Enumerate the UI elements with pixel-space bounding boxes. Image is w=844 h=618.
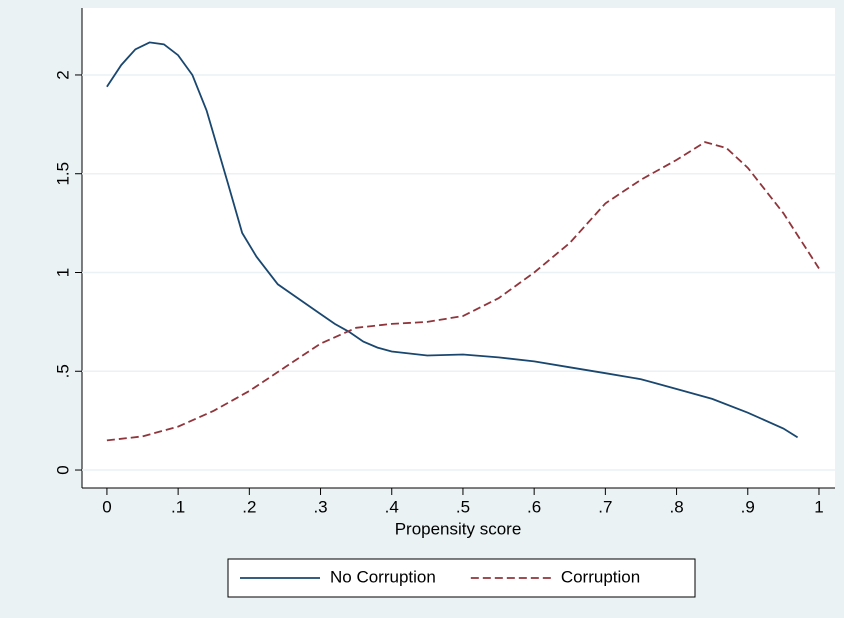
y-tick-label: 0: [53, 465, 72, 474]
x-axis-title: Propensity score: [395, 519, 522, 538]
x-tick-label: .3: [313, 497, 327, 516]
series-line: [106, 41, 799, 439]
x-tick-label: 1: [814, 497, 823, 516]
x-tick-label: .2: [242, 497, 256, 516]
x-tick-label: .4: [385, 497, 399, 516]
legend-label: Corruption: [561, 567, 640, 586]
legend-label: No Corruption: [330, 567, 436, 586]
y-tick-label: 1.5: [53, 162, 72, 186]
plot-area: [82, 8, 835, 488]
y-tick-label: .5: [53, 364, 72, 378]
x-tick-label: .8: [669, 497, 683, 516]
y-tick-label: 2: [53, 70, 72, 79]
x-tick-label: .6: [527, 497, 541, 516]
x-tick-label: 0: [102, 497, 111, 516]
x-tick-label: .1: [171, 497, 185, 516]
y-tick-label: 1: [53, 268, 72, 277]
series-line: [106, 141, 820, 442]
x-tick-label: .7: [598, 497, 612, 516]
x-tick-label: .9: [741, 497, 755, 516]
x-tick-label: .5: [456, 497, 470, 516]
